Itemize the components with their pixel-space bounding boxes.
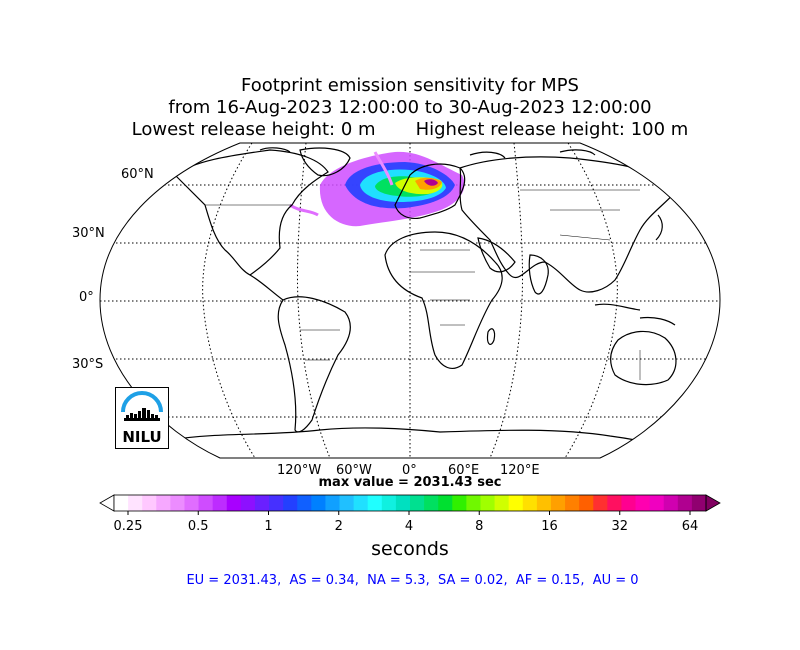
colorbar-cell: [269, 495, 284, 511]
region-stats: EU = 2031.43, AS = 0.34, NA = 5.3, SA = …: [186, 573, 639, 588]
colorbar-cell: [565, 495, 580, 511]
japan: [655, 214, 663, 241]
arabia: [477, 237, 516, 273]
lon-label-0: 0°: [402, 463, 417, 478]
colorbar-cell: [536, 495, 552, 511]
madagascar: [486, 328, 496, 346]
colorbar-right-arrow: [705, 494, 721, 512]
colorbar-cell: [480, 495, 496, 511]
colorbar-cell: [677, 495, 693, 511]
colorbar-cell: [691, 495, 707, 511]
colorbar-cell: [635, 495, 651, 511]
colorbar-tick-label: 0.5: [187, 519, 209, 534]
europe: [394, 163, 466, 220]
africa: [384, 231, 503, 369]
lon-label-60w: 60°W: [336, 463, 372, 478]
colorbar-cell: [212, 495, 228, 511]
india: [528, 254, 549, 295]
colorbar-cell: [114, 495, 129, 511]
colorbar-cell: [593, 495, 608, 511]
colorbar-cell: [142, 495, 157, 511]
continents: [169, 147, 695, 451]
colorbar-cell: [522, 495, 538, 511]
colorbar-cell: [311, 495, 326, 511]
lat-label-0: 0°: [79, 290, 94, 305]
colorbar-cell: [621, 495, 637, 511]
colorbar-cell: [283, 495, 298, 511]
colorbar-cell: [579, 495, 594, 511]
colorbar-cell: [410, 495, 425, 511]
greenland: [299, 147, 351, 177]
nilu-logo-mark: [121, 391, 163, 421]
colorbar-cell: [339, 495, 355, 511]
colorbar-cell: [226, 495, 242, 511]
colorbar-cell: [438, 495, 453, 511]
colorbar-cell: [452, 495, 467, 511]
colorbar-cell: [649, 495, 665, 511]
graticule: [100, 143, 720, 458]
lon-label-60e: 60°E: [448, 463, 480, 478]
australia: [610, 330, 677, 386]
colorbar-cell: [607, 495, 622, 511]
colorbar-cell: [424, 495, 439, 511]
lat-label-30n: 30°N: [72, 226, 105, 241]
colorbar-cell: [254, 495, 270, 511]
colorbar-cell: [381, 495, 397, 511]
max-value-label: max value = 2031.43 sec: [318, 475, 502, 490]
south-america: [277, 296, 351, 433]
colorbar-cell: [367, 495, 383, 511]
colorbar: [99, 494, 721, 515]
colorbar-cell: [297, 495, 312, 511]
lat-label-30s: 30°S: [72, 357, 104, 372]
colorbar-tick-label: 0.25: [113, 519, 143, 534]
colorbar-tick-label: 4: [404, 519, 414, 534]
nilu-logo-text: NILU: [122, 428, 162, 446]
nilu-logo: NILU: [115, 387, 169, 449]
central-america: [249, 274, 284, 301]
title-line-2: from 16-Aug-2023 12:00:00 to 30-Aug-2023…: [168, 97, 652, 118]
colorbar-cell: [240, 495, 256, 511]
title-line-1: Footprint emission sensitivity for MPS: [241, 75, 579, 96]
colorbar-cell: [156, 495, 171, 511]
colorbar-cell: [353, 495, 369, 511]
colorbar-cell: [494, 495, 510, 511]
colorbar-cell: [508, 495, 524, 511]
colorbar-cell: [550, 495, 566, 511]
colorbar-cell: [170, 495, 185, 511]
title-line-3: Lowest release height: 0 m Highest relea…: [131, 119, 689, 140]
colorbar-left-arrow: [99, 494, 115, 512]
country-borders: [205, 189, 641, 380]
colorbar-cell: [395, 495, 411, 511]
colorbar-tick-label: 64: [681, 519, 699, 534]
colorbar-cell: [466, 495, 481, 511]
indonesia: [594, 303, 676, 326]
colorbar-tick-label: 1: [264, 519, 273, 534]
colorbar-cell: [663, 495, 679, 511]
colorbar-cell: [198, 495, 214, 511]
asia: [459, 156, 681, 293]
colorbar-unit-label: seconds: [371, 538, 449, 560]
colorbar-tick-label: 2: [334, 519, 343, 534]
colorbar-tick-label: 32: [611, 519, 629, 534]
colorbar-cell: [325, 495, 341, 511]
lon-label-120w: 120°W: [277, 463, 322, 478]
colorbar-cell: [128, 495, 143, 511]
lon-label-120e: 120°E: [500, 463, 540, 478]
lat-label-60n: 60°N: [121, 167, 154, 182]
sensitivity-plume: [289, 151, 465, 227]
antarctica: [169, 427, 681, 451]
colorbar-cell: [184, 495, 200, 511]
colorbar-tick-label: 8: [475, 519, 484, 534]
north-america: [174, 149, 329, 276]
colorbar-tick-label: 16: [541, 519, 558, 534]
arctic-islands: [259, 147, 596, 159]
